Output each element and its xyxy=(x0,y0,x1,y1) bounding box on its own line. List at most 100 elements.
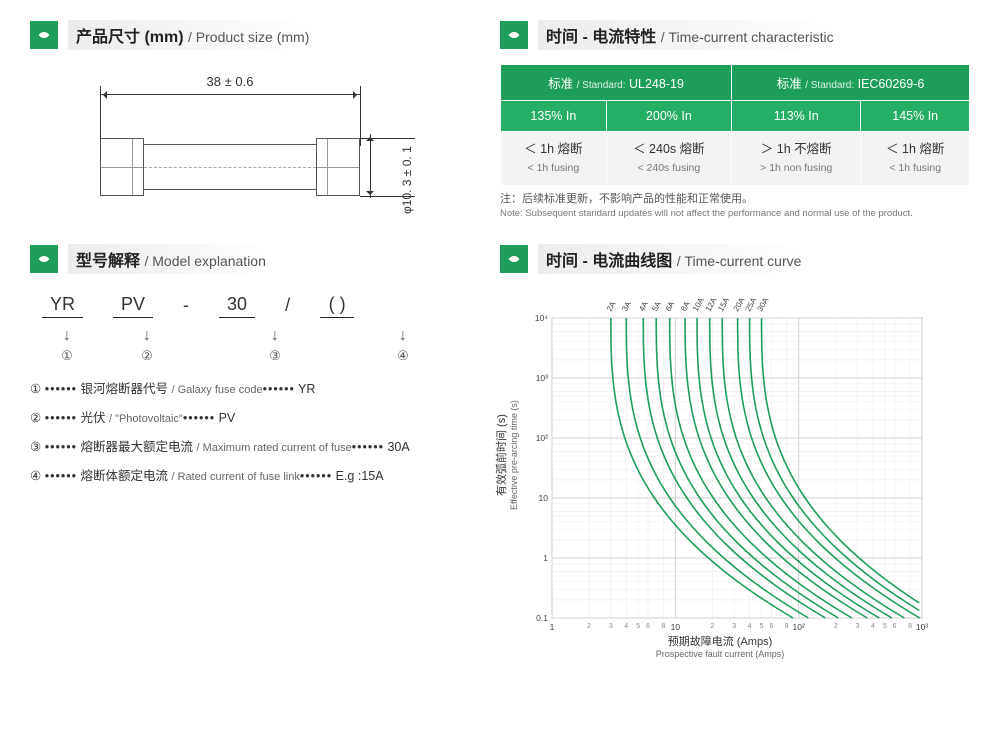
svg-text:8: 8 xyxy=(661,623,665,630)
model-code-segments: YR PV - 30 / ( ) xyxy=(42,294,470,318)
td-cell: ＜ 1h 熔断< 1h fusing xyxy=(861,132,970,186)
table-row-standards: 标准 / Standard: UL248-19 标准 / Standard: I… xyxy=(501,65,970,101)
svg-text:4: 4 xyxy=(748,623,752,630)
svg-text:1: 1 xyxy=(543,553,548,563)
svg-text:10: 10 xyxy=(671,622,681,632)
section-header: 时间 - 电流曲线图 / Time-current curve xyxy=(500,244,970,274)
svg-text:10³: 10³ xyxy=(916,622,928,632)
svg-text:5: 5 xyxy=(760,623,764,630)
th-standard-ul: 标准 / Standard: UL248-19 xyxy=(501,65,732,101)
model-definition-line: ④ •••••• 熔断体额定电流 / Rated current of fuse… xyxy=(30,465,470,484)
length-dimension-label: 38 ± 0.6 xyxy=(100,74,360,89)
brand-leaf-icon xyxy=(500,245,528,273)
svg-text:5: 5 xyxy=(636,623,640,630)
svg-text:3: 3 xyxy=(732,623,736,630)
th-col: 135% In xyxy=(501,101,607,132)
section-model-explanation: 型号解释 / Model explanation YR PV - 30 / ( … xyxy=(30,244,470,658)
th-col: 113% In xyxy=(732,101,861,132)
svg-text:2: 2 xyxy=(587,623,591,630)
chart-y-axis-label: 有效弧前时间 (s)Effective pre-arcing time (s) xyxy=(496,400,520,510)
svg-text:30A: 30A xyxy=(755,296,770,313)
down-arrow-icon: ↓ xyxy=(250,328,300,344)
svg-text:6: 6 xyxy=(893,623,897,630)
svg-text:5: 5 xyxy=(883,623,887,630)
table-row-values: ＜ 1h 熔断< 1h fusing ＜ 240s 熔断< 240s fusin… xyxy=(501,132,970,186)
svg-text:2: 2 xyxy=(711,623,715,630)
svg-text:4: 4 xyxy=(871,623,875,630)
svg-text:8A: 8A xyxy=(679,299,692,313)
length-dimension-line xyxy=(100,94,360,95)
title-cn: 产品尺寸 (mm) xyxy=(76,29,184,46)
title-en: / Product size (mm) xyxy=(188,29,309,45)
svg-text:10A: 10A xyxy=(691,296,706,313)
svg-text:15A: 15A xyxy=(716,296,731,313)
svg-text:8: 8 xyxy=(785,623,789,630)
section-header: 时间 - 电流特性 / Time-current characteristic xyxy=(500,20,970,50)
td-cell: ＜ 240s 熔断< 240s fusing xyxy=(606,132,731,186)
fuse-tube xyxy=(144,144,316,190)
th-col: 200% In xyxy=(606,101,731,132)
section-product-size: 产品尺寸 (mm) / Product size (mm) 38 ± 0.6 φ… xyxy=(30,20,470,224)
svg-text:3: 3 xyxy=(609,623,613,630)
svg-text:6: 6 xyxy=(646,623,650,630)
table-note: 注：后续标准更新，不影响产品的性能和正常使用。 Note: Subsequent… xyxy=(500,192,970,221)
section-time-current-curve: 时间 - 电流曲线图 / Time-current curve 有效弧前时间 (… xyxy=(500,244,970,658)
td-cell: ＜ 1h 熔断< 1h fusing xyxy=(501,132,607,186)
diameter-dimension-line xyxy=(370,134,371,198)
fuse-outline xyxy=(100,138,360,196)
model-definition-line: ② •••••• 光伏 / "Photovoltaic"•••••• PV xyxy=(30,407,470,426)
chart-x-axis-label: 预期故障电流 (Amps)Prospective fault current (… xyxy=(500,636,940,660)
down-arrow-icon: ↓ xyxy=(122,328,172,344)
th-col: 145% In xyxy=(861,101,970,132)
title-en: / Time-current curve xyxy=(677,253,802,269)
svg-text:4A: 4A xyxy=(637,299,650,313)
svg-text:6A: 6A xyxy=(664,299,677,313)
model-definition-list: ① •••••• 银河熔断器代号 / Galaxy fuse code•••••… xyxy=(30,378,470,484)
product-dimension-diagram: 38 ± 0.6 φ10. 3 ± 0. 1 xyxy=(30,64,470,224)
title-cn: 时间 - 电流特性 xyxy=(546,29,656,46)
section-title: 时间 - 电流曲线图 / Time-current curve xyxy=(538,244,807,274)
time-current-table: 标准 / Standard: UL248-19 标准 / Standard: I… xyxy=(500,64,970,186)
svg-text:25A: 25A xyxy=(744,296,759,313)
svg-text:5A: 5A xyxy=(650,299,663,313)
svg-text:10: 10 xyxy=(539,493,549,503)
title-en: / Model explanation xyxy=(144,253,265,269)
diameter-dimension-label: φ10. 3 ± 0. 1 xyxy=(400,146,414,214)
svg-text:10²: 10² xyxy=(536,433,548,443)
model-slash: / xyxy=(285,295,290,318)
curve-plot-svg: 12345681023456810²23456810³0.111010²10³1… xyxy=(500,288,940,638)
svg-text:12A: 12A xyxy=(704,296,719,313)
title-cn: 时间 - 电流曲线图 xyxy=(546,253,672,270)
section-time-current-characteristic: 时间 - 电流特性 / Time-current characteristic … xyxy=(500,20,970,224)
model-seg: PV xyxy=(113,294,153,318)
svg-text:4: 4 xyxy=(624,623,628,630)
model-dash: - xyxy=(183,295,189,318)
svg-text:3A: 3A xyxy=(620,299,633,313)
brand-leaf-icon xyxy=(30,21,58,49)
svg-text:0.1: 0.1 xyxy=(536,613,548,623)
svg-text:20A: 20A xyxy=(732,296,747,313)
svg-text:10³: 10³ xyxy=(536,373,548,383)
model-seg: ( ) xyxy=(320,294,354,318)
model-seg: YR xyxy=(42,294,83,318)
brand-leaf-icon xyxy=(30,245,58,273)
down-arrow-icon: ↓ xyxy=(42,328,92,344)
section-title: 产品尺寸 (mm) / Product size (mm) xyxy=(68,20,315,50)
fuse-cap-left xyxy=(100,138,144,196)
model-definition-line: ③ •••••• 熔断器最大额定电流 / Maximum rated curre… xyxy=(30,436,470,455)
table-row-percentages: 135% In 200% In 113% In 145% In xyxy=(501,101,970,132)
section-title: 型号解释 / Model explanation xyxy=(68,244,272,274)
section-header: 型号解释 / Model explanation xyxy=(30,244,470,274)
fuse-cap-right xyxy=(316,138,360,196)
svg-text:10²: 10² xyxy=(793,622,805,632)
down-arrow-icon: ↓ xyxy=(378,328,428,344)
title-en: / Time-current characteristic xyxy=(661,29,834,45)
section-title: 时间 - 电流特性 / Time-current characteristic xyxy=(538,20,840,50)
td-cell: ＞ 1h 不熔断> 1h non fusing xyxy=(732,132,861,186)
brand-leaf-icon xyxy=(500,21,528,49)
model-arrow-row: ↓① ↓② ↓③ ↓④ xyxy=(42,324,470,364)
svg-text:6: 6 xyxy=(769,623,773,630)
section-header: 产品尺寸 (mm) / Product size (mm) xyxy=(30,20,470,50)
th-standard-iec: 标准 / Standard: IEC60269-6 xyxy=(732,65,970,101)
svg-text:2A: 2A xyxy=(605,299,618,313)
